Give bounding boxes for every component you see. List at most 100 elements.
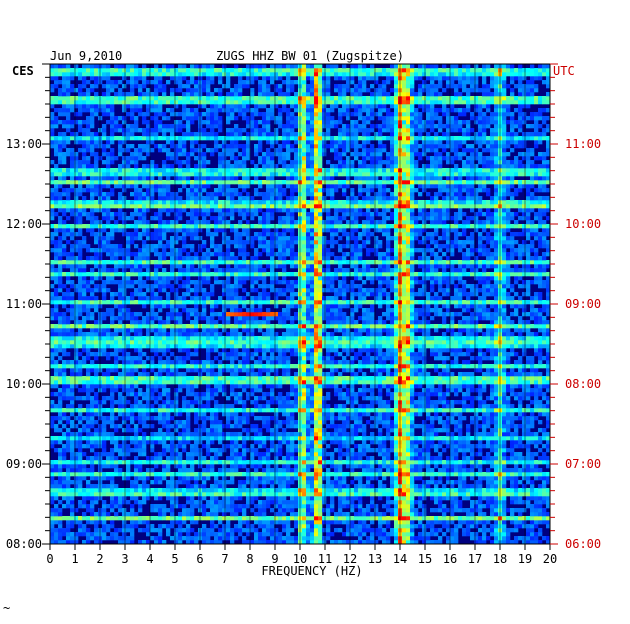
heatmap-cell	[322, 536, 327, 541]
heatmap-cell	[434, 540, 439, 545]
heatmap-cell	[406, 372, 411, 377]
heatmap-cell	[446, 392, 451, 397]
heatmap-cell	[478, 384, 483, 389]
heatmap-cell	[406, 472, 411, 477]
heatmap-cell	[314, 340, 319, 345]
heatmap-cell	[134, 364, 139, 369]
heatmap-cell	[358, 392, 363, 397]
heatmap-cell	[354, 392, 359, 397]
heatmap-cell	[478, 368, 483, 373]
heatmap-cell	[366, 460, 371, 465]
heatmap-cell	[462, 452, 467, 457]
heatmap-cell	[362, 424, 367, 429]
heatmap-cell	[354, 412, 359, 417]
heatmap-cell	[166, 424, 171, 429]
heatmap-cell	[254, 352, 259, 357]
heatmap-cell	[378, 440, 383, 445]
heatmap-cell	[490, 528, 495, 533]
heatmap-cell	[94, 492, 99, 497]
heatmap-cell	[282, 380, 287, 385]
heatmap-cell	[350, 456, 355, 461]
heatmap-cell	[254, 516, 259, 521]
heatmap-cell	[390, 500, 395, 505]
heatmap-cell	[138, 468, 143, 473]
heatmap-cell	[142, 528, 147, 533]
heatmap-cell	[434, 392, 439, 397]
heatmap-cell	[486, 348, 491, 353]
heatmap-cell	[534, 468, 539, 473]
heatmap-cell	[318, 528, 323, 533]
heatmap-cell	[286, 344, 291, 349]
heatmap-cell	[218, 452, 223, 457]
heatmap-cell	[266, 340, 271, 345]
heatmap-cell	[234, 488, 239, 493]
heatmap-cell	[322, 528, 327, 533]
heatmap-cell	[354, 484, 359, 489]
heatmap-cell	[66, 376, 71, 381]
heatmap-cell	[526, 464, 531, 469]
heatmap-cell	[254, 452, 259, 457]
heatmap-cell	[494, 496, 499, 501]
heatmap-cell	[318, 456, 323, 461]
heatmap-cell	[382, 456, 387, 461]
heatmap-cell	[494, 532, 499, 537]
heatmap-cell	[494, 384, 499, 389]
heatmap-cell	[158, 488, 163, 493]
heatmap-cell	[230, 508, 235, 513]
heatmap-cell	[406, 412, 411, 417]
heatmap-cell	[382, 344, 387, 349]
heatmap-cell	[54, 360, 59, 365]
heatmap-cell	[242, 348, 247, 353]
heatmap-cell	[334, 364, 339, 369]
heatmap-cell	[274, 468, 279, 473]
heatmap-cell	[50, 376, 55, 381]
heatmap-cell	[182, 536, 187, 541]
heatmap-cell	[266, 452, 271, 457]
heatmap-cell	[202, 468, 207, 473]
heatmap-cell	[322, 460, 327, 465]
heatmap-cell	[530, 440, 535, 445]
heatmap-cell	[290, 412, 295, 417]
heatmap-cell	[86, 444, 91, 449]
heatmap-cell	[442, 348, 447, 353]
heatmap-cell	[258, 428, 263, 433]
heatmap-cell	[514, 432, 519, 437]
heatmap-cell	[310, 456, 315, 461]
heatmap-cell	[86, 456, 91, 461]
heatmap-cell	[158, 524, 163, 529]
heatmap-cell	[126, 476, 131, 481]
heatmap-cell	[378, 400, 383, 405]
heatmap-cell	[414, 372, 419, 377]
heatmap-cell	[490, 448, 495, 453]
heatmap-cell	[226, 492, 231, 497]
heatmap-cell	[286, 444, 291, 449]
heatmap-cell	[318, 512, 323, 517]
heatmap-cell	[150, 456, 155, 461]
heatmap-cell	[422, 516, 427, 521]
heatmap-cell	[178, 464, 183, 469]
heatmap-cell	[290, 392, 295, 397]
heatmap-cell	[426, 536, 431, 541]
heatmap-cell	[366, 396, 371, 401]
heatmap-cell	[274, 528, 279, 533]
heatmap-cell	[218, 480, 223, 485]
heatmap-cell	[482, 504, 487, 509]
heatmap-cell	[290, 492, 295, 497]
heatmap-cell	[458, 416, 463, 421]
heatmap-cell	[262, 340, 267, 345]
heatmap-cell	[206, 476, 211, 481]
heatmap-cell	[362, 408, 367, 413]
heatmap-cell	[110, 344, 115, 349]
heatmap-cell	[194, 472, 199, 477]
heatmap-cell	[130, 416, 135, 421]
heatmap-cell	[318, 508, 323, 513]
heatmap-cell	[334, 344, 339, 349]
heatmap-cell	[174, 356, 179, 361]
heatmap-cell	[418, 384, 423, 389]
heatmap-cell	[82, 364, 87, 369]
heatmap-cell	[366, 364, 371, 369]
heatmap-cell	[302, 444, 307, 449]
heatmap-cell	[510, 508, 515, 513]
heatmap-cell	[170, 456, 175, 461]
heatmap-cell	[494, 432, 499, 437]
